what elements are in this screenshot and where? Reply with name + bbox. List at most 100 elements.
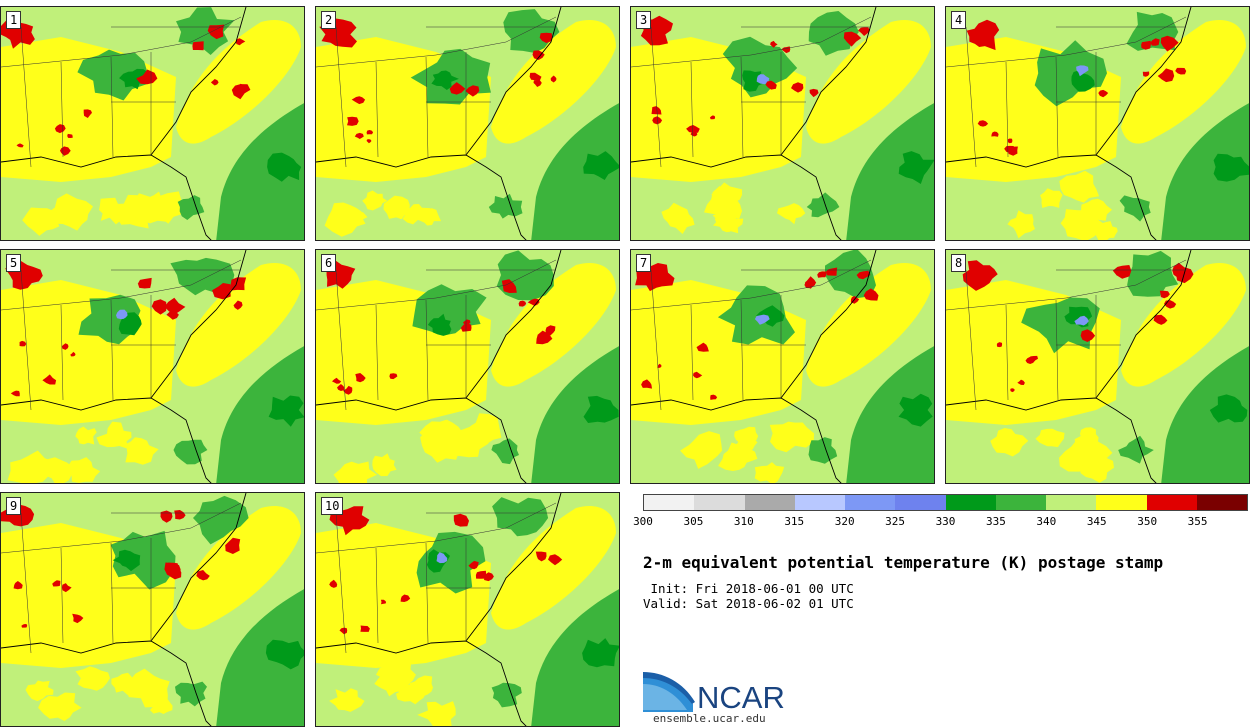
very-high-theta-e-area xyxy=(332,377,342,384)
low-theta-e-area xyxy=(1074,315,1089,326)
very-high-theta-e-area xyxy=(1175,67,1187,75)
state-borders xyxy=(316,502,557,654)
very-high-theta-e-area xyxy=(843,31,862,47)
init-time: Init: Fri 2018-06-01 00 UTC xyxy=(643,581,854,596)
lower-theta-e-area xyxy=(265,639,304,670)
moderate-theta-e-area xyxy=(717,285,795,345)
colorbar-tick-label: 310 xyxy=(733,515,754,528)
state-borders xyxy=(631,259,872,411)
high-theta-e-area xyxy=(1,280,176,425)
high-theta-e-area xyxy=(714,215,744,234)
very-high-theta-e-area xyxy=(1098,89,1109,98)
high-theta-e-area xyxy=(372,453,397,477)
very-high-theta-e-area xyxy=(651,106,662,115)
high-theta-e-area xyxy=(402,204,431,225)
very-high-theta-e-area xyxy=(360,625,370,632)
theta-e-map xyxy=(1,250,304,483)
member-number: 5 xyxy=(6,254,22,272)
very-high-theta-e-area xyxy=(690,131,698,137)
member-panel-8: 8 xyxy=(945,249,1250,484)
colorbar-swatch xyxy=(744,495,795,510)
theta-e-map xyxy=(946,250,1249,483)
state-borders xyxy=(1,502,242,654)
theta-e-map xyxy=(316,250,619,483)
high-theta-e-area xyxy=(46,193,93,231)
high-theta-e-area xyxy=(1121,19,1246,144)
high-theta-e-area xyxy=(417,701,456,726)
colorbar-ticks: 300 305 310 315 320 325 330 335 340 345 350 355 xyxy=(633,515,1248,529)
coastline xyxy=(780,250,877,399)
very-high-theta-e-area xyxy=(791,82,804,93)
lower-theta-e-area xyxy=(1209,394,1248,423)
very-high-theta-e-area xyxy=(196,570,210,581)
high-theta-e-area xyxy=(990,428,1029,457)
very-high-theta-e-area xyxy=(343,385,353,395)
member-panel-2: 2 xyxy=(315,6,620,241)
coastline xyxy=(946,397,1157,483)
state-borders xyxy=(946,16,1187,168)
very-high-theta-e-area xyxy=(1176,267,1194,284)
moderate-theta-e-area xyxy=(193,495,249,545)
very-high-theta-e-area xyxy=(235,38,246,46)
lower-theta-e-area xyxy=(1071,70,1095,92)
high-theta-e-area xyxy=(176,19,301,144)
moderate-theta-e-area xyxy=(1034,40,1107,107)
colorbar-swatch xyxy=(995,495,1046,510)
colorbar-tick-label: 325 xyxy=(885,515,906,528)
very-high-theta-e-area xyxy=(475,570,487,579)
member-number: 7 xyxy=(636,254,652,272)
moderate-theta-e-area xyxy=(1119,195,1151,222)
lower-theta-e-area xyxy=(898,151,934,184)
very-high-theta-e-area xyxy=(225,537,241,554)
ncar-wordmark: NCAR xyxy=(697,680,785,715)
very-high-theta-e-area xyxy=(977,120,989,127)
colorbar-swatch xyxy=(644,495,695,510)
very-high-theta-e-area xyxy=(380,599,387,605)
theta-e-map xyxy=(631,250,934,483)
very-high-theta-e-area xyxy=(962,260,998,291)
very-high-theta-e-area xyxy=(825,267,838,276)
moderate-theta-e-area xyxy=(488,193,523,219)
member-panel-10: 10 xyxy=(315,492,620,727)
high-theta-e-area xyxy=(806,262,931,387)
very-high-theta-e-area xyxy=(151,299,167,315)
coastline xyxy=(946,154,1157,240)
very-high-theta-e-area xyxy=(527,298,540,306)
state-borders xyxy=(1,259,242,411)
member-panel-5: 5 xyxy=(0,249,305,484)
very-high-theta-e-area xyxy=(83,109,92,118)
state-borders xyxy=(631,16,872,168)
theta-e-map xyxy=(1,7,304,240)
coastline xyxy=(316,397,527,483)
very-high-theta-e-area xyxy=(770,40,778,48)
very-high-theta-e-area xyxy=(347,116,359,126)
very-high-theta-e-area xyxy=(545,325,556,336)
moderate-theta-e-area xyxy=(808,11,859,56)
member-number: 4 xyxy=(951,11,967,29)
member-number: 3 xyxy=(636,11,652,29)
high-theta-e-area xyxy=(329,688,365,712)
very-high-theta-e-area xyxy=(804,280,816,289)
low-theta-e-area xyxy=(754,314,770,325)
very-high-theta-e-area xyxy=(449,82,466,95)
very-high-theta-e-area xyxy=(337,384,345,391)
member-panel-1: 1 xyxy=(0,6,305,241)
high-theta-e-area xyxy=(176,262,301,387)
moderate-theta-e-area xyxy=(491,682,522,708)
member-panel-6: 6 xyxy=(315,249,620,484)
low-theta-e-area xyxy=(436,552,448,564)
moderate-theta-e-area xyxy=(416,531,486,594)
state-borders xyxy=(316,259,557,411)
very-high-theta-e-area xyxy=(536,330,553,345)
high-theta-e-area xyxy=(777,203,806,225)
very-high-theta-e-area xyxy=(548,554,563,566)
very-high-theta-e-area xyxy=(1008,146,1018,156)
member-panel-7: 7 xyxy=(630,249,935,484)
coastline xyxy=(1,640,212,726)
member-panel-4: 4 xyxy=(945,6,1250,241)
theta-e-map xyxy=(316,493,619,726)
lower-theta-e-area xyxy=(583,151,619,180)
coastline xyxy=(465,493,562,642)
very-high-theta-e-area xyxy=(991,131,999,137)
very-high-theta-e-area xyxy=(42,374,57,385)
